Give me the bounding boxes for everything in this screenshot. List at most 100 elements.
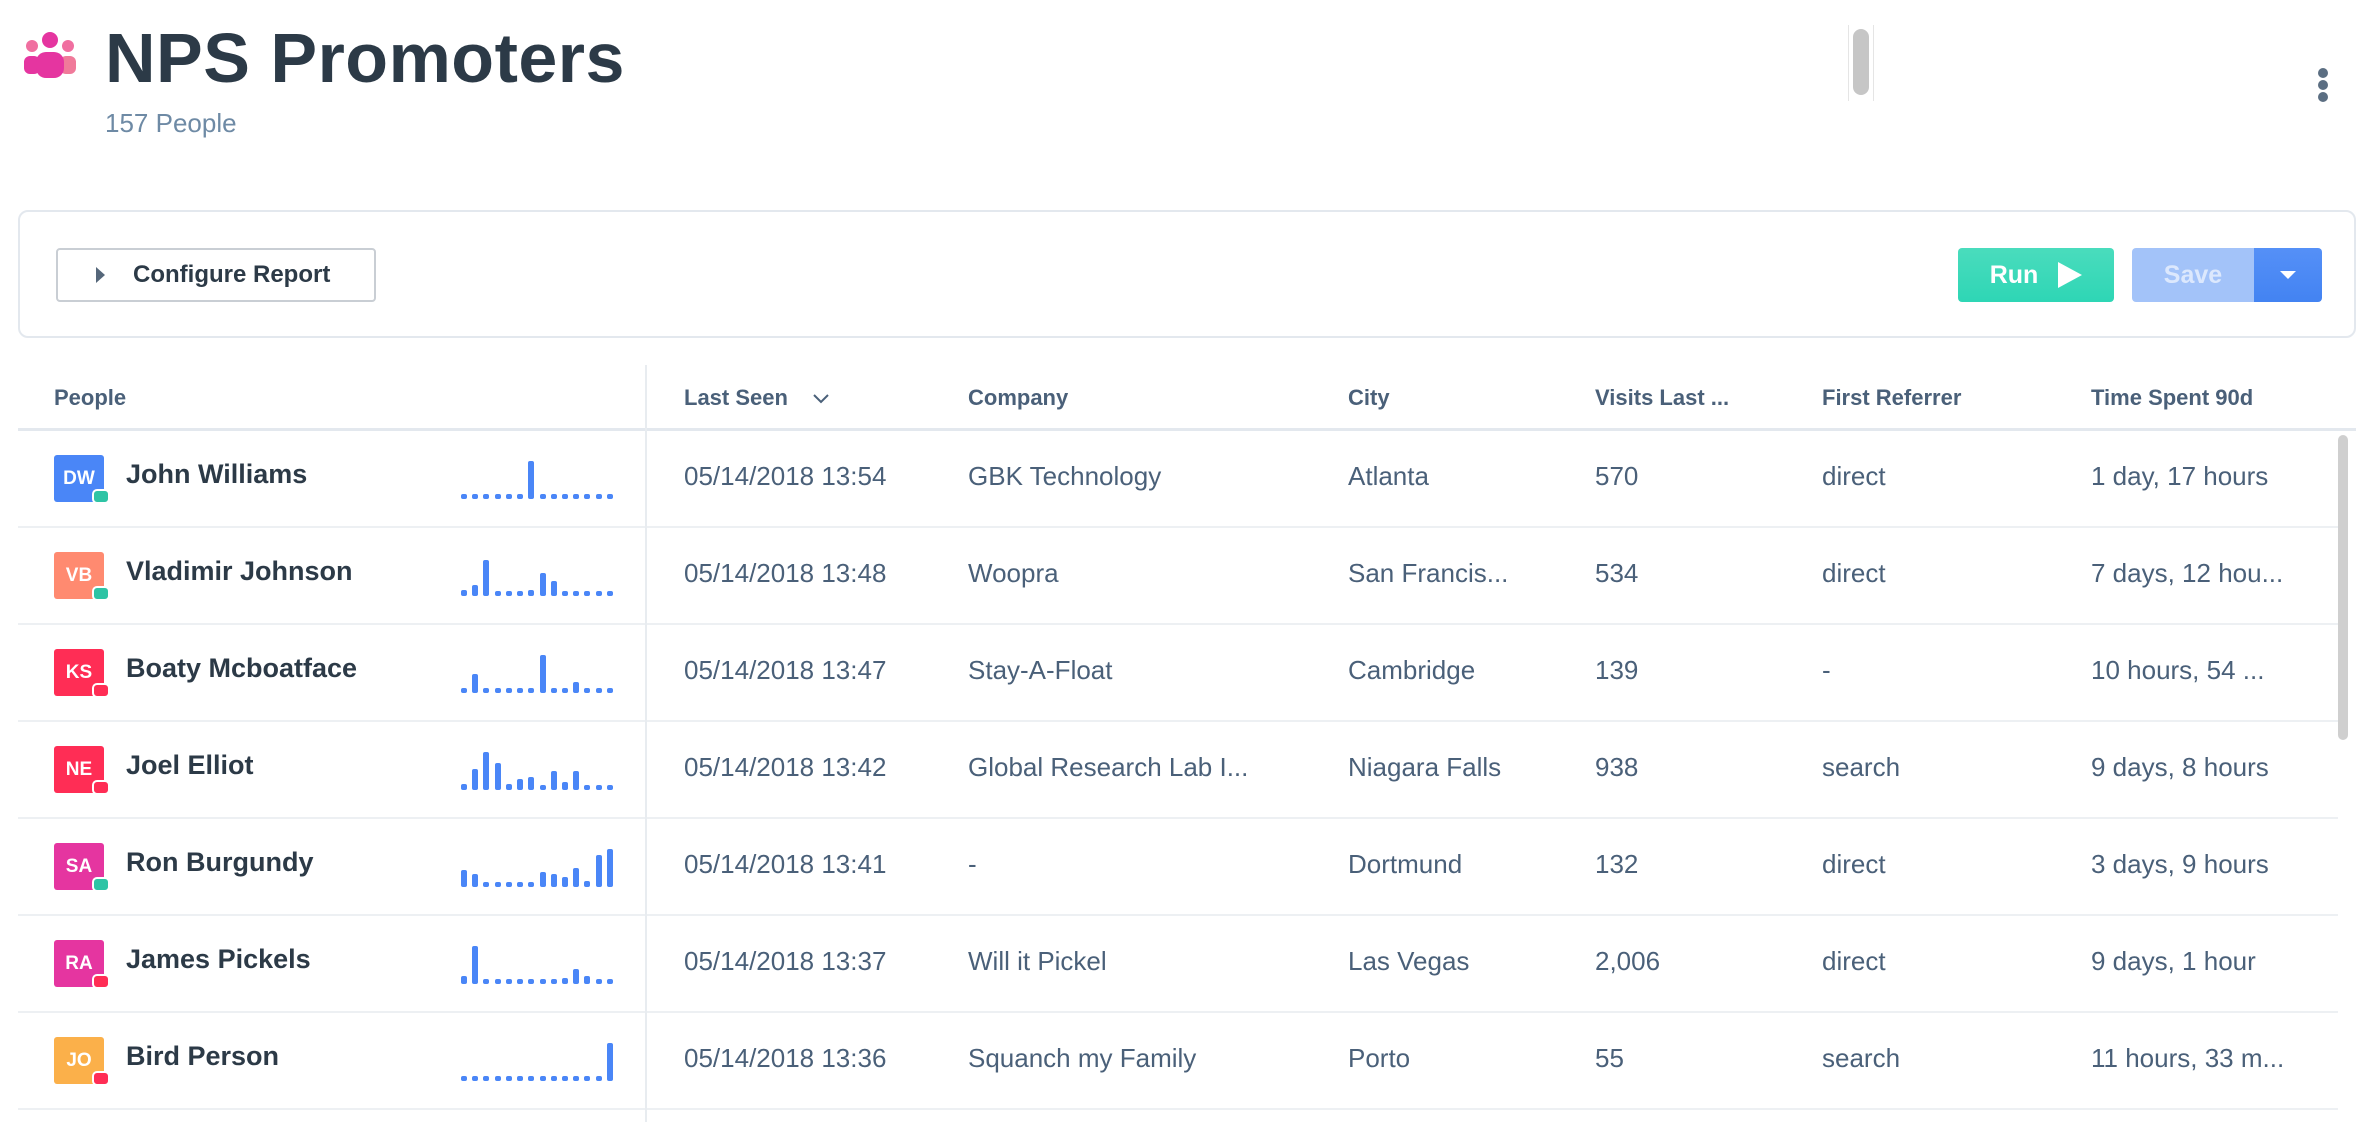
avatar-initials: DW <box>63 467 95 489</box>
avatar[interactable]: SA <box>54 843 110 892</box>
activity-sparkline <box>461 946 613 984</box>
sparkline-bar <box>595 591 602 596</box>
sparkline-bar <box>472 1076 479 1081</box>
avatar[interactable]: VB <box>54 552 110 601</box>
sparkline-bar <box>494 882 501 887</box>
sparkline-bar <box>472 769 479 790</box>
sparkline-bar <box>483 560 490 596</box>
sparkline-bar <box>472 585 479 596</box>
first-referrer-cell: direct <box>1822 849 1886 879</box>
table-row[interactable]: VB Vladimir Johnson 05/14/2018 13:48 Woopra… <box>18 528 2338 625</box>
table-row[interactable]: RA James Pickels 05/14/2018 13:37 Will it P… <box>18 916 2338 1013</box>
avatar[interactable]: RA <box>54 940 110 989</box>
sparkline-bar <box>483 882 490 887</box>
first-referrer-cell: search <box>1822 752 1901 782</box>
header-divider <box>18 428 2356 431</box>
last-seen-cell: 05/14/2018 13:47 <box>684 655 887 685</box>
sparkline-bar <box>528 461 535 499</box>
save-button[interactable]: Save <box>2132 248 2254 302</box>
sparkline-bar <box>517 882 524 887</box>
sparkline-bar <box>483 494 490 499</box>
people-group-icon <box>24 32 76 78</box>
sparkline-bar <box>494 688 501 693</box>
caret-right-icon <box>96 267 105 283</box>
column-header-first-referrer[interactable]: First Referrer <box>1822 385 1962 410</box>
activity-sparkline <box>461 655 613 693</box>
table-row[interactable]: JO Bird Person 05/14/2018 13:36 Squanch my … <box>18 1013 2338 1110</box>
first-referrer-cell: - <box>1822 655 1831 685</box>
person-name[interactable]: Ron Burgundy <box>126 847 314 877</box>
table-row[interactable]: KS Boaty Mcboatface 05/14/2018 13:47 Stay-A… <box>18 625 2338 722</box>
status-dot <box>92 586 110 601</box>
sparkline-bar <box>573 1076 580 1081</box>
sparkline-bar <box>539 872 546 887</box>
status-dot <box>92 780 110 795</box>
column-header-time-spent[interactable]: Time Spent 90d <box>2091 385 2254 410</box>
sparkline-bar <box>517 591 524 596</box>
sparkline-bar <box>528 1076 535 1081</box>
avatar-initials: KS <box>65 661 93 683</box>
sparkline-bar <box>539 785 546 790</box>
save-dropdown-button[interactable] <box>2254 248 2322 302</box>
sparkline-bar <box>595 688 602 693</box>
visits-cell: 55 <box>1595 1043 1624 1073</box>
sparkline-bar <box>595 494 602 499</box>
sparkline-bar <box>461 688 467 693</box>
avatar-initials: NE <box>65 758 93 780</box>
city-cell: Cambridge <box>1348 655 1476 685</box>
column-header-label: Last Seen <box>684 385 788 410</box>
sparkline-bar <box>539 494 546 499</box>
table-scrollbar[interactable] <box>2338 435 2348 740</box>
sparkline-bar <box>483 688 490 693</box>
table-row[interactable]: SA Ron Burgundy 05/14/2018 13:41 - Dortmund 1… <box>18 819 2338 916</box>
last-seen-cell: 05/14/2018 13:41 <box>684 849 887 879</box>
sparkline-bar <box>573 868 580 887</box>
sparkline-bar <box>584 688 591 693</box>
sparkline-bar <box>539 655 546 693</box>
column-header-visits[interactable]: Visits Last ... <box>1595 385 1730 410</box>
person-name[interactable]: Vladimir Johnson <box>126 556 353 586</box>
person-name[interactable]: Joel Elliot <box>126 750 254 780</box>
configure-report-label: Configure Report <box>133 261 331 288</box>
sort-chevron-down-icon <box>813 394 829 404</box>
visits-cell: 938 <box>1595 752 1639 782</box>
scrollbar-thumb[interactable] <box>1853 29 1869 95</box>
column-header-city[interactable]: City <box>1348 385 1390 410</box>
play-icon <box>2058 262 2083 288</box>
configure-report-button[interactable]: Configure Report <box>56 248 376 302</box>
column-header-last-seen[interactable]: Last Seen <box>684 385 830 411</box>
time-spent-cell: 10 hours, 54 ... <box>2091 655 2265 685</box>
sparkline-bar <box>461 1076 467 1081</box>
person-name[interactable]: James Pickels <box>126 944 311 974</box>
column-header-company[interactable]: Company <box>968 385 1069 410</box>
avatar-initials: SA <box>65 855 93 877</box>
table-row[interactable]: DW John Williams 05/14/2018 13:54 GBK Techn… <box>18 431 2338 528</box>
sparkline-bar <box>584 494 591 499</box>
sparkline-bar <box>550 874 557 887</box>
avatar[interactable]: DW <box>54 455 110 504</box>
sparkline-bar <box>461 494 467 499</box>
last-seen-cell: 05/14/2018 13:37 <box>684 946 887 976</box>
run-label: Run <box>1989 260 2039 289</box>
avatar[interactable]: JO <box>54 1037 110 1086</box>
scrollbar[interactable] <box>1848 25 1874 101</box>
column-header-people[interactable]: People <box>54 385 127 410</box>
sparkline-bar <box>517 779 524 790</box>
company-cell: Stay-A-Float <box>968 655 1113 685</box>
avatar[interactable]: KS <box>54 649 110 698</box>
status-dot <box>92 683 110 698</box>
sparkline-bar <box>517 494 524 499</box>
run-button[interactable]: Run <box>1958 248 2114 302</box>
company-cell: Woopra <box>968 558 1059 588</box>
sparkline-bar <box>528 688 535 693</box>
time-spent-cell: 3 days, 9 hours <box>2091 849 2269 879</box>
table-row[interactable]: NE Joel Elliot 05/14/2018 13:42 Global Rese… <box>18 722 2338 819</box>
person-name[interactable]: Bird Person <box>126 1041 280 1071</box>
visits-cell: 570 <box>1595 461 1639 491</box>
avatar[interactable]: NE <box>54 746 110 795</box>
last-seen-cell: 05/14/2018 13:54 <box>684 461 887 491</box>
person-name[interactable]: John Williams <box>126 459 308 489</box>
city-cell: Las Vegas <box>1348 946 1470 976</box>
more-options-icon[interactable] <box>2316 68 2330 102</box>
person-name[interactable]: Boaty Mcboatface <box>126 653 358 683</box>
